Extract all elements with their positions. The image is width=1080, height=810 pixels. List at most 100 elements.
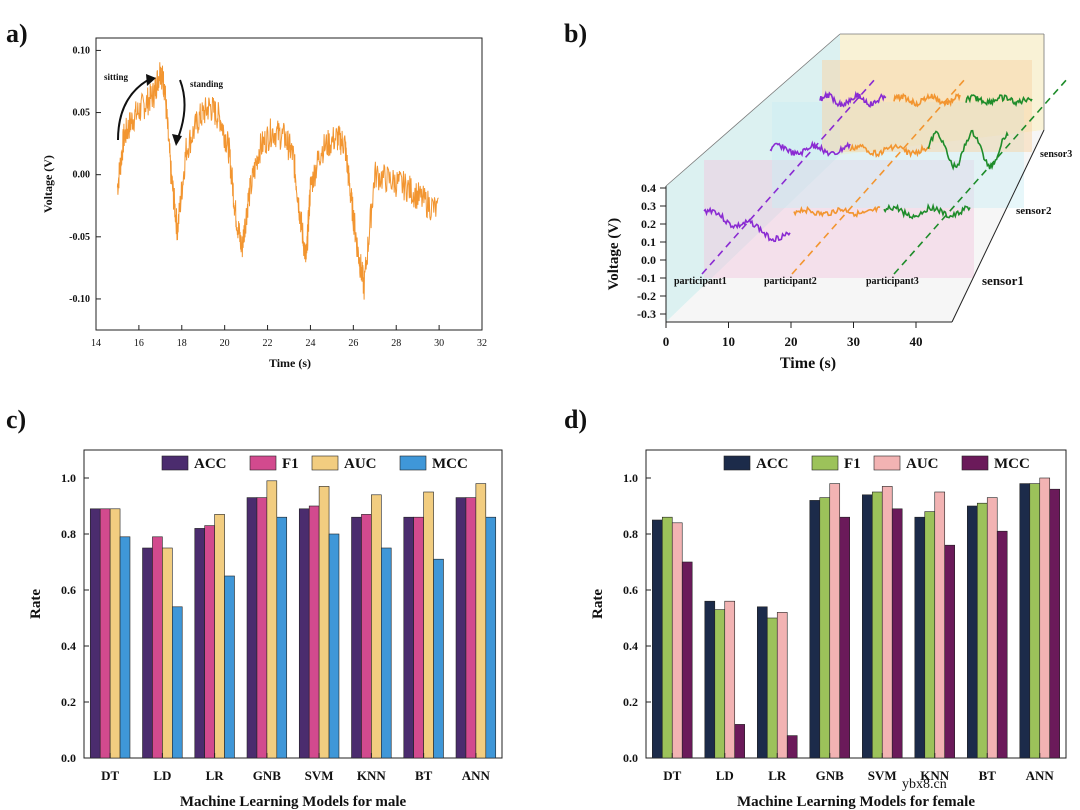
x-tick-label: DT: [101, 768, 119, 783]
y-tick-label: 0.0: [623, 751, 638, 765]
x-tick-label: ANN: [1026, 768, 1055, 783]
panel-a-line-chart: 14 16 18 20 22 24 26 28 30 32 -0.10 -0.05 0.00 0.05 0…: [41, 37, 487, 370]
bar-auc: [1039, 477, 1051, 759]
legend-swatch-acc: [723, 455, 751, 471]
participant-label: participant3: [866, 276, 919, 287]
y-tick-label: 0.6: [623, 583, 638, 597]
y-tick-label: 1.0: [61, 471, 76, 485]
x-tick-label: 30: [434, 338, 444, 349]
y-tick-label: -0.10: [69, 294, 90, 305]
sitting-arrowhead: [146, 74, 156, 86]
floor-plane: [666, 130, 1044, 322]
signal-trace: [703, 206, 791, 243]
x-tick-label: ANN: [462, 768, 491, 783]
participant-guide: [893, 77, 1069, 275]
bar-mcc: [839, 516, 850, 759]
bar-auc: [266, 480, 278, 759]
bar-acc: [704, 600, 716, 759]
bar-acc: [861, 494, 873, 759]
y-tick-label: -0.2: [637, 289, 656, 303]
bar-auc: [109, 508, 121, 759]
y-tick-label: -0.3: [637, 307, 656, 321]
y-tick-label: 0.2: [61, 695, 76, 709]
annotation-sitting: sitting: [104, 72, 129, 82]
bar-mcc: [433, 558, 444, 759]
plot-frame: [645, 449, 1067, 759]
y-tick-label: 0.00: [73, 170, 91, 181]
bar-acc: [351, 516, 362, 759]
bar-mcc: [328, 533, 340, 759]
bar-mcc: [485, 516, 497, 759]
y-tick-label: 0.3: [641, 199, 656, 213]
sensor1-plane: [704, 160, 974, 278]
bar-acc: [403, 516, 414, 759]
panel-d-bar-chart: 0.0 0.2 0.4 0.6 0.8 1.0 DT LD LR GNB SVM KNN BT ANN Ma…: [590, 449, 1067, 810]
x-tick-label: 16: [134, 338, 144, 349]
legend-swatch-mcc: [399, 455, 427, 471]
bar-acc: [809, 500, 821, 759]
y-tick-label: 0.4: [61, 639, 76, 653]
y-tick-label: 0.2: [623, 695, 638, 709]
x-tick-label: 14: [91, 338, 101, 349]
x-tick-label: 26: [348, 338, 358, 349]
bar-f1: [465, 497, 477, 759]
x-tick-label: LD: [716, 768, 734, 783]
bar-auc: [371, 494, 382, 759]
bar-f1: [661, 516, 673, 759]
signal-trace: [965, 94, 1033, 107]
legend-swatch-acc: [161, 455, 189, 471]
y-tick-label: 0.6: [61, 583, 76, 597]
bar-mcc: [224, 575, 235, 759]
x-axis-title: Time (s): [269, 356, 311, 370]
bar-mcc: [681, 561, 693, 759]
y-tick-label: 0.0: [641, 253, 656, 267]
y-tick-label: 0.1: [641, 235, 656, 249]
signal-line: [116, 62, 439, 300]
x-tick-label: 40: [910, 334, 923, 349]
z-axis-line: [951, 129, 1045, 323]
x-tick-label: BT: [979, 768, 997, 783]
legend-label-mcc: MCC: [432, 456, 468, 472]
bar-mcc: [119, 536, 131, 759]
legend-swatch-mcc: [961, 455, 989, 471]
y-axis-title: Voltage (V): [41, 155, 55, 213]
sensor3-label: sensor3: [1040, 149, 1072, 160]
plot-frame: [83, 449, 503, 759]
bar-f1: [871, 491, 883, 759]
signal-trace: [793, 205, 881, 218]
x-tick-label: KNN: [920, 768, 950, 783]
bar-auc: [475, 483, 487, 759]
y-tick-label: -0.05: [69, 232, 90, 243]
x-tick-label: GNB: [816, 768, 845, 783]
bar-mcc: [1049, 488, 1060, 759]
sensor3-plane: [822, 60, 1032, 152]
bar-mcc: [944, 544, 955, 759]
x-tick-label: 24: [305, 338, 315, 349]
y-axis-title: Voltage (V): [606, 218, 622, 290]
bar-f1: [152, 536, 163, 759]
bar-f1: [1029, 483, 1041, 759]
y-tick-label: 1.0: [623, 471, 638, 485]
participant-guide: [701, 77, 877, 275]
bar-mcc: [276, 516, 288, 759]
y-axis-title: Rate: [28, 589, 44, 619]
x-tick-label: 0: [663, 334, 670, 349]
bar-f1: [256, 497, 268, 759]
bar-acc: [1019, 483, 1031, 759]
x-tick-label: 18: [177, 338, 187, 349]
bar-acc: [194, 528, 205, 759]
panel-b-3d-chart: 0.4 0.3 0.2 0.1 0.0 -0.1 -0.2 -0.3 0 10 20 30 40 pa…: [606, 33, 1072, 372]
x-tick-label: 32: [477, 338, 487, 349]
bar-f1: [204, 525, 215, 759]
bar-f1: [99, 508, 111, 759]
signal-trace: [893, 92, 961, 108]
x-tick-label: BT: [415, 768, 433, 783]
sitting-arrow: [117, 79, 149, 141]
x-tick-label: LD: [153, 768, 171, 783]
x-tick-label: LR: [768, 768, 787, 783]
legend-swatch-f1: [811, 455, 839, 471]
y-axis-title: Rate: [590, 589, 606, 619]
x-tick-label: DT: [663, 768, 681, 783]
participant-label: participant2: [764, 276, 817, 287]
x-tick-label: 22: [263, 338, 273, 349]
